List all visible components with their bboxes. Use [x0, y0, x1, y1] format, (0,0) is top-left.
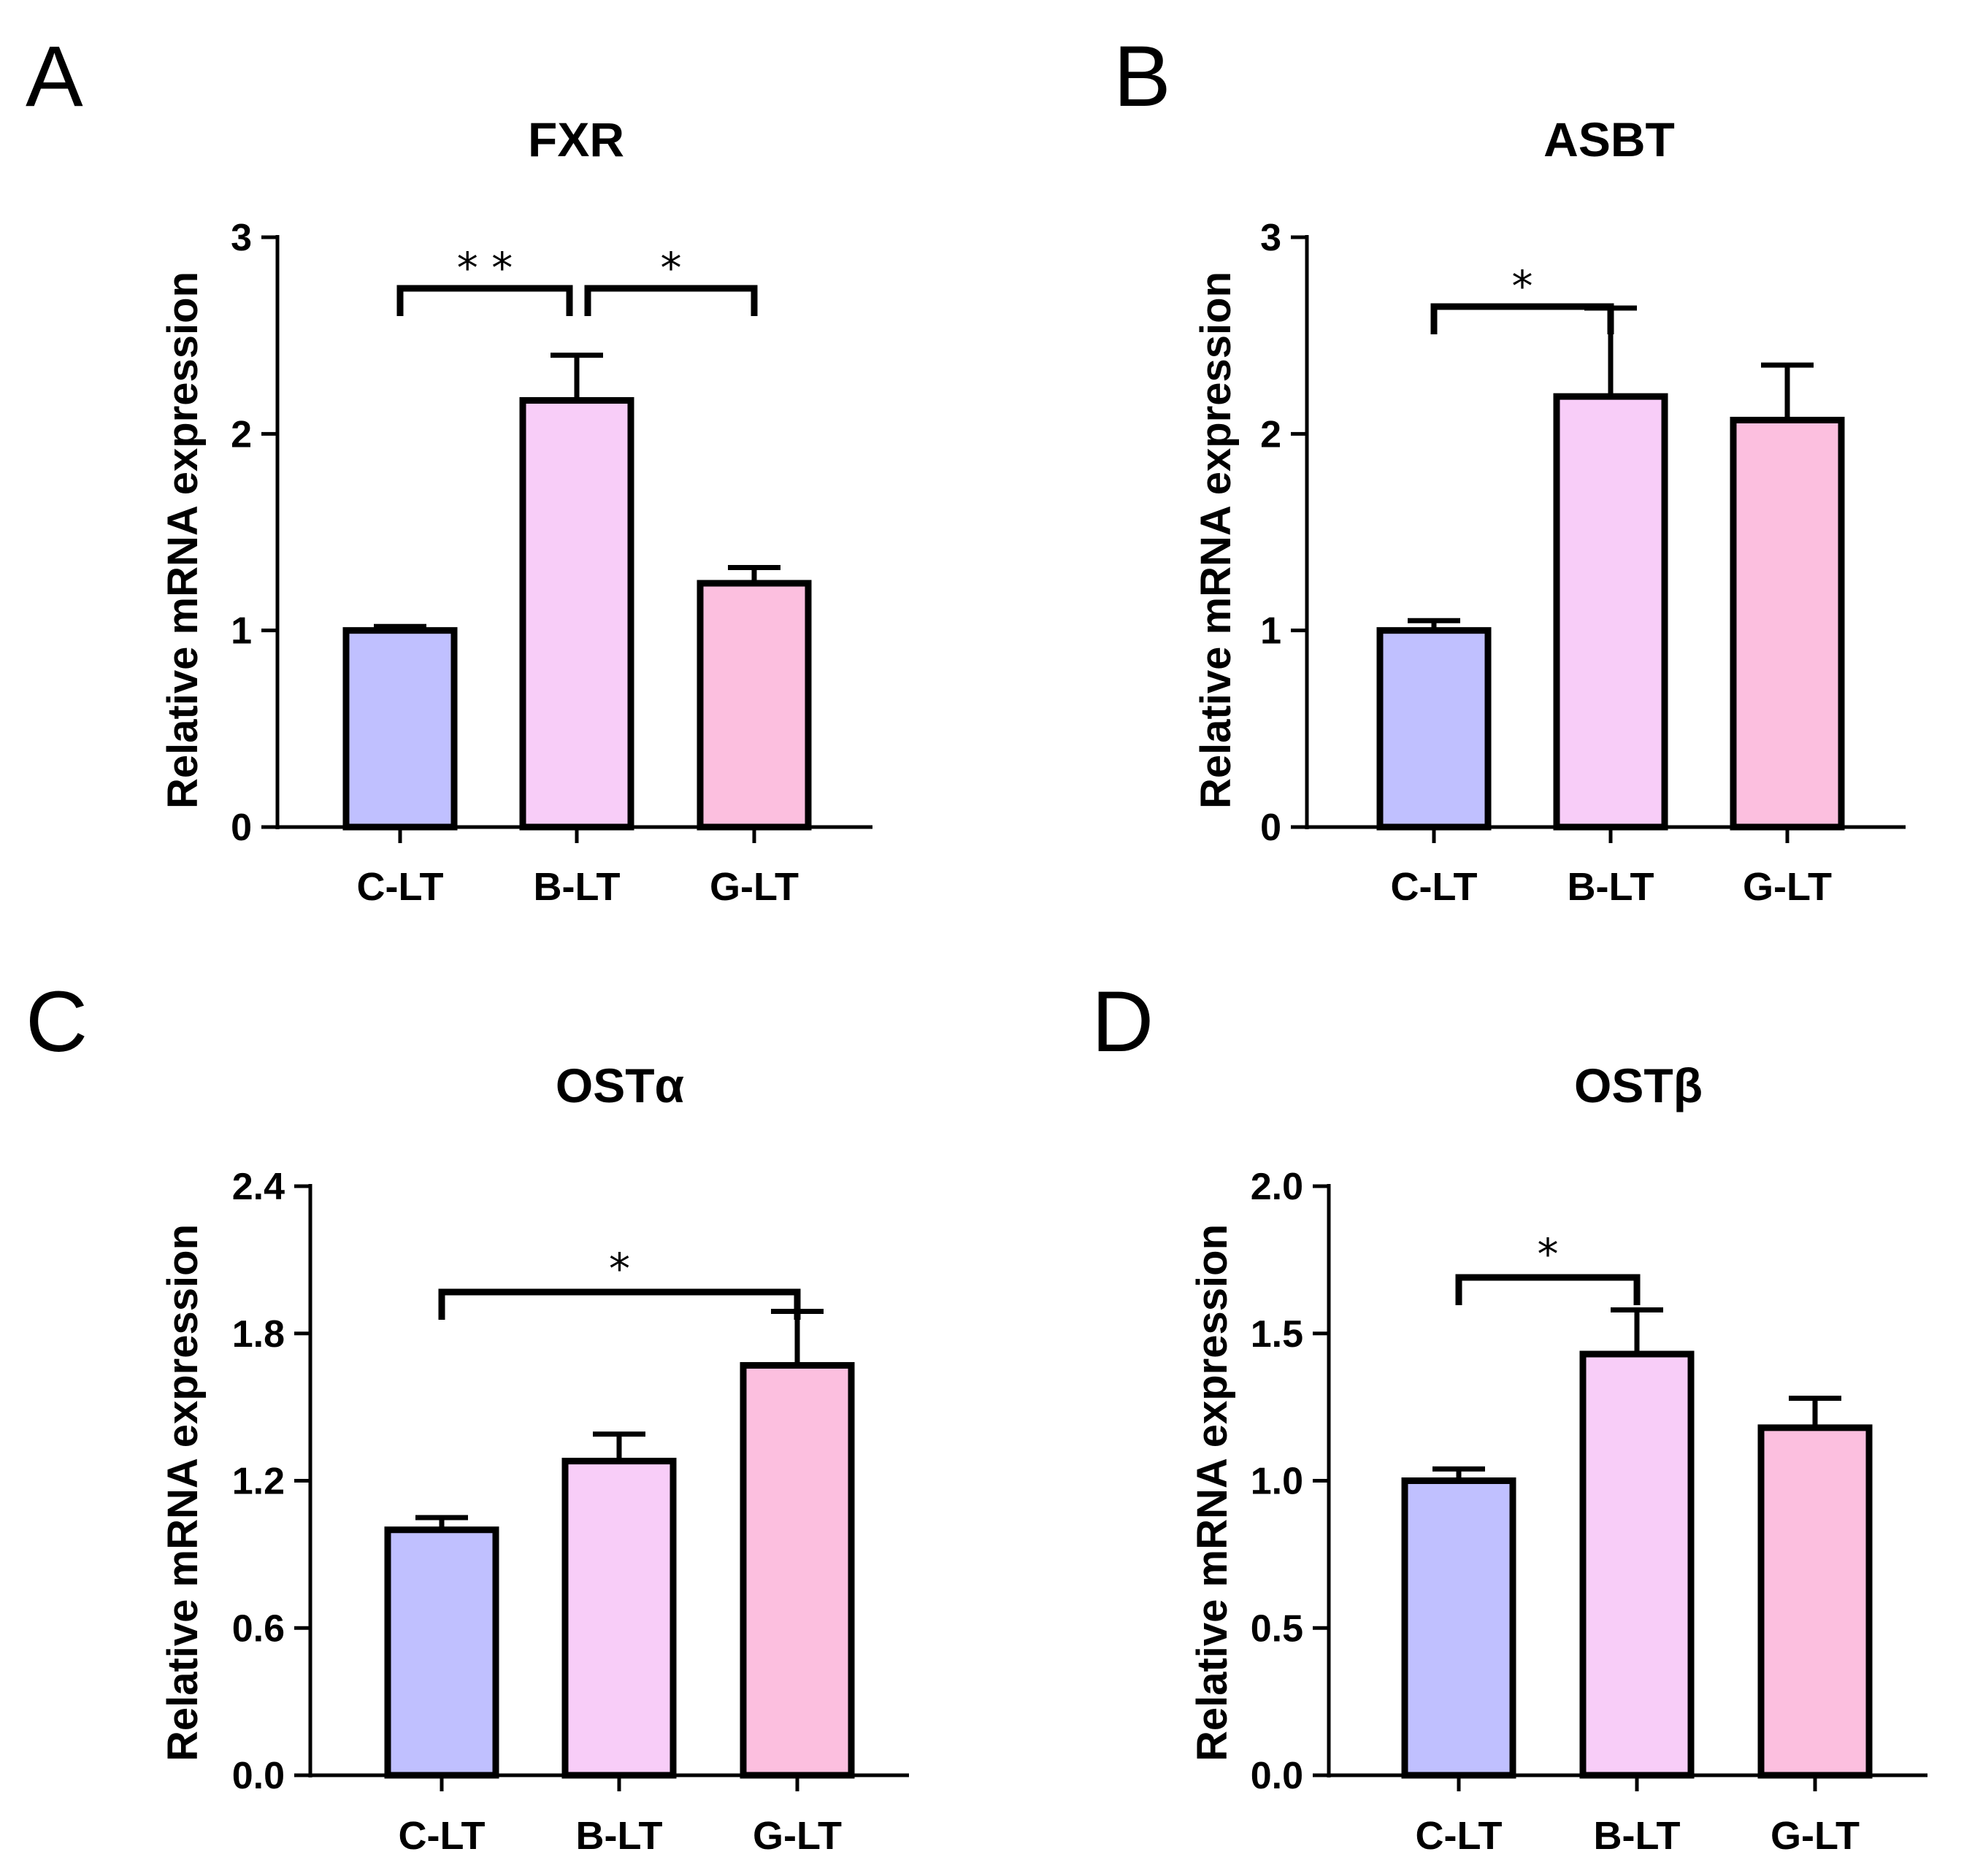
significance-bracket [1455, 1274, 1641, 1305]
y-tick-label: 3 [1260, 217, 1281, 259]
panel-a: A FXR Relative mRNA expression 0 1 2 3 C-LT B… [0, 0, 982, 938]
bar-c-lt [1401, 1477, 1516, 1779]
chart-title: OSTα [556, 1058, 684, 1112]
bar-b-lt [519, 397, 634, 831]
significance-label: * [609, 1244, 630, 1293]
y-axis-label: Relative mRNA expression [1192, 272, 1240, 809]
y-tick-label: 2.4 [232, 1166, 285, 1208]
panel-letter: A [26, 28, 83, 125]
x-tick-label: C-LT [399, 1814, 486, 1858]
chart-ost-alpha: C OSTα Relative mRNA expression 0.0 0.6 1.… [26, 974, 909, 1858]
panel-d: D OSTβ Relative mRNA expression 0.0 0.5 1.… [982, 938, 1964, 1876]
y-tick-label: 1 [231, 610, 252, 653]
panel-letter: C [26, 974, 88, 1070]
x-tick-label: G-LT [753, 1814, 842, 1858]
significance-label: * [1538, 1229, 1559, 1279]
bar-c-lt [384, 1526, 499, 1779]
y-tick-label: 0.6 [232, 1607, 285, 1650]
x-tick-label: B-LT [1594, 1814, 1681, 1858]
y-tick-label: 0.0 [1251, 1755, 1303, 1797]
significance-bracket [1430, 303, 1614, 334]
chart-title: FXR [528, 112, 624, 166]
panel-c: C OSTα Relative mRNA expression 0.0 0.6 1.… [0, 938, 982, 1876]
plot-area: 0 1 2 3 C-LT B-LT G-LT * * * [231, 217, 872, 909]
y-tick-label: 3 [231, 217, 252, 259]
bar-g-lt [740, 1361, 855, 1779]
chart-ost-beta: D OSTβ Relative mRNA expression 0.0 0.5 1.… [1092, 974, 1927, 1858]
significance-bracket [396, 285, 573, 316]
panel-letter: B [1113, 28, 1171, 125]
x-tick-label: C-LT [1391, 865, 1478, 909]
chart-title: ASBT [1543, 112, 1675, 166]
y-tick-label: 0.5 [1251, 1607, 1303, 1650]
bar-g-lt [1730, 416, 1845, 831]
panel-b: B ASBT Relative mRNA expression 0 1 2 3 C-LT… [982, 0, 1964, 938]
x-tick-label: G-LT [1771, 1814, 1860, 1858]
chart-asbt: B ASBT Relative mRNA expression 0 1 2 3 C-LT… [1113, 28, 1906, 909]
significance-label: * [1512, 261, 1533, 311]
plot-area: 0.0 0.6 1.2 1.8 2.4 C-LT B-LT G-LT * [232, 1166, 909, 1858]
significance-bracket [438, 1288, 801, 1320]
y-tick-label: 1.2 [232, 1461, 285, 1503]
y-tick-label: 2 [1260, 413, 1281, 455]
bar-b-lt [1579, 1350, 1695, 1779]
bar-g-lt [697, 580, 812, 831]
x-tick-label: B-LT [576, 1814, 663, 1858]
chart-title: OSTβ [1574, 1058, 1703, 1112]
bar-c-lt [342, 627, 458, 831]
bar-b-lt [1553, 393, 1668, 831]
y-tick-label: 1.8 [232, 1313, 285, 1356]
significance-bracket [584, 285, 758, 316]
plot-area: 0.0 0.5 1.0 1.5 2.0 C-LT B-LT G-LT * [1251, 1166, 1927, 1858]
x-tick-label: C-LT [357, 865, 444, 909]
y-tick-label: 1 [1260, 610, 1281, 653]
y-tick-label: 1.0 [1251, 1461, 1303, 1503]
x-tick-label: G-LT [1743, 865, 1832, 909]
bar-g-lt [1757, 1424, 1873, 1779]
significance-label: * [661, 243, 682, 293]
panel-letter: D [1092, 974, 1154, 1070]
x-tick-label: B-LT [534, 865, 621, 909]
significance-label: * * [457, 243, 513, 293]
bar-c-lt [1376, 627, 1492, 831]
plot-area: 0 1 2 3 C-LT B-LT G-LT * [1260, 217, 1906, 909]
y-tick-label: 2.0 [1251, 1166, 1303, 1208]
y-tick-label: 1.5 [1251, 1313, 1303, 1356]
y-tick-label: 2 [231, 413, 252, 455]
y-tick-label: 0 [231, 807, 252, 849]
bar-b-lt [561, 1458, 677, 1779]
y-tick-label: 0 [1260, 807, 1281, 849]
x-tick-label: B-LT [1568, 865, 1654, 909]
chart-fxr: A FXR Relative mRNA expression 0 1 2 3 C-LT B… [26, 28, 872, 909]
y-tick-label: 0.0 [232, 1755, 285, 1797]
y-axis-label: Relative mRNA expression [1189, 1224, 1236, 1761]
y-axis-label: Relative mRNA expression [159, 1224, 207, 1761]
y-axis-label: Relative mRNA expression [159, 272, 207, 809]
x-tick-label: G-LT [710, 865, 799, 909]
x-tick-label: C-LT [1416, 1814, 1503, 1858]
